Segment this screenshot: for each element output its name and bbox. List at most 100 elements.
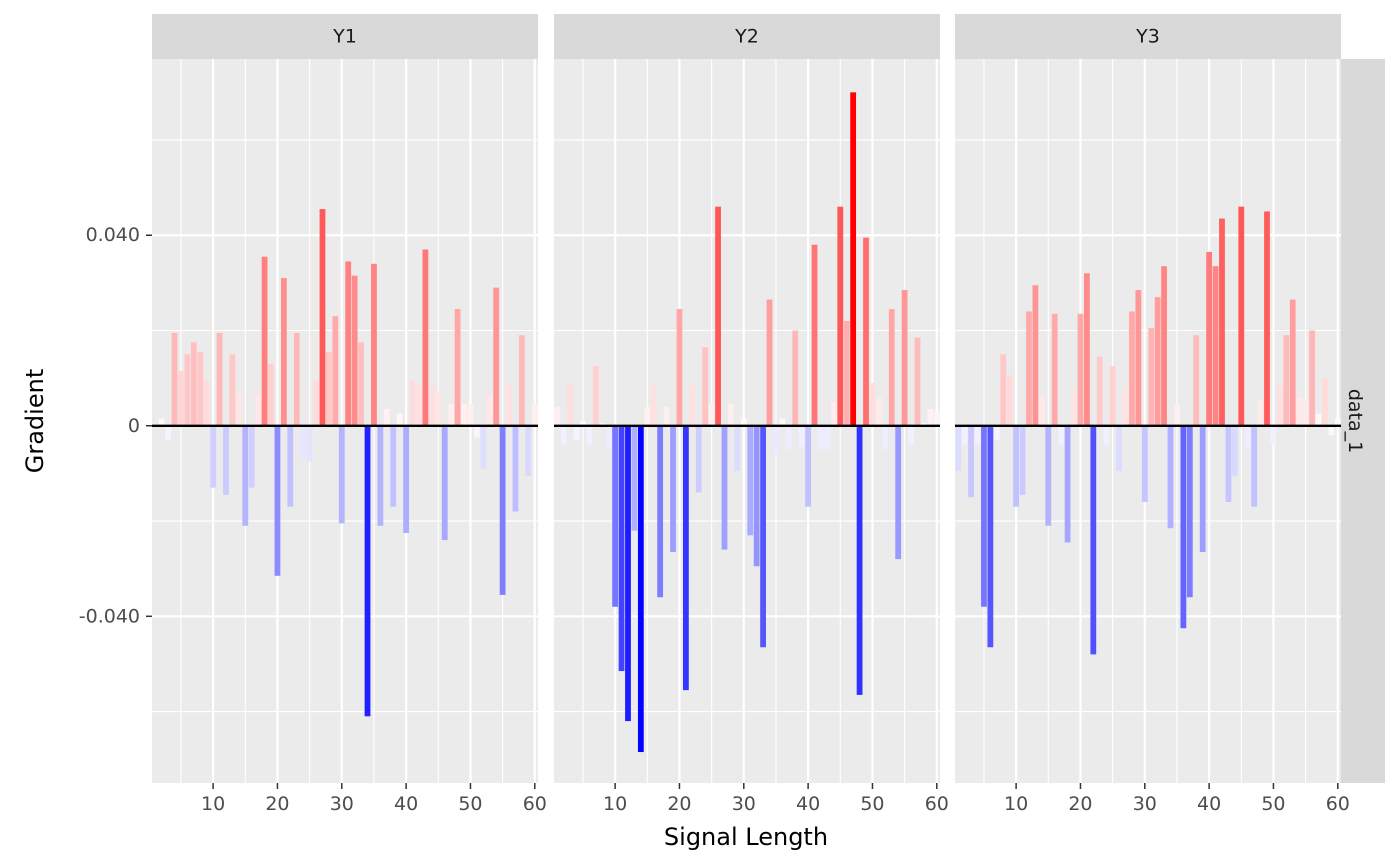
bar <box>1334 418 1341 426</box>
bar <box>1302 399 1309 426</box>
bar <box>1129 311 1135 426</box>
x-tick-label: 30 <box>330 793 354 815</box>
bar <box>1322 378 1328 426</box>
strip-label: Y2 <box>734 26 759 48</box>
bar <box>818 425 824 450</box>
y-axis-title: Gradient <box>21 369 49 473</box>
bar <box>1289 299 1296 426</box>
bar <box>422 249 429 426</box>
bar <box>747 425 754 536</box>
bar <box>1264 211 1270 426</box>
bar <box>657 425 664 598</box>
bar <box>663 406 670 426</box>
bar <box>248 425 255 488</box>
bar <box>1051 313 1058 426</box>
bar <box>448 404 455 426</box>
bar <box>644 406 651 426</box>
x-tick-label: 50 <box>458 793 482 815</box>
bar <box>933 411 940 426</box>
bar <box>416 385 422 426</box>
bar <box>955 425 962 472</box>
bar <box>961 425 968 445</box>
bar <box>605 425 612 450</box>
bar <box>676 309 683 426</box>
bar <box>1109 366 1116 426</box>
strip-label: Y3 <box>1135 26 1160 48</box>
bar <box>715 206 721 426</box>
bar <box>525 425 532 476</box>
bar <box>1154 297 1161 426</box>
bar <box>454 309 461 426</box>
bar <box>888 309 895 426</box>
bar <box>1013 425 1020 507</box>
y-tick-label: 0.040 <box>86 224 140 246</box>
bar <box>1103 425 1110 445</box>
x-tick-label: 40 <box>394 793 418 815</box>
bar <box>1186 425 1193 598</box>
bar <box>306 425 313 462</box>
bar <box>1276 385 1283 426</box>
bar <box>612 425 619 607</box>
bar <box>178 370 184 426</box>
bar <box>403 425 410 533</box>
bar <box>1219 218 1225 426</box>
bar <box>981 425 987 607</box>
y-tick-label: -0.040 <box>79 605 140 627</box>
x-tick-label: 10 <box>603 793 627 815</box>
x-tick-label: 30 <box>1133 793 1157 815</box>
bar <box>480 425 487 469</box>
bar <box>1199 425 1206 552</box>
bar <box>702 347 709 426</box>
x-tick-label: 20 <box>265 793 289 815</box>
bar <box>428 385 435 426</box>
bar <box>586 425 593 445</box>
bar <box>689 385 696 426</box>
bar <box>255 394 262 426</box>
bar <box>1167 425 1174 529</box>
bar <box>875 397 882 426</box>
bar <box>1212 266 1219 426</box>
bar <box>313 380 319 426</box>
bar <box>165 425 171 441</box>
bar <box>531 404 538 426</box>
bar <box>300 425 307 460</box>
bar <box>473 425 480 438</box>
bar <box>461 404 467 426</box>
bar <box>773 425 779 455</box>
bar <box>1058 425 1065 445</box>
bar <box>968 425 974 498</box>
bar <box>1225 425 1232 502</box>
panels-layer: Y1 10 20 30 40 50 60 Y2 10 20 30 40 50 60 Y3 10 20 30 40 50… <box>152 14 1350 815</box>
bar <box>326 351 332 426</box>
bar <box>1071 390 1077 426</box>
strip-background <box>152 14 538 59</box>
bar <box>1026 311 1032 426</box>
bar <box>798 425 805 448</box>
bar <box>364 425 371 717</box>
bar <box>805 425 812 507</box>
bar <box>486 394 493 426</box>
bar <box>371 263 377 426</box>
bar <box>1116 425 1122 472</box>
bar <box>197 351 204 426</box>
bar <box>1122 390 1129 426</box>
bar <box>1090 425 1097 655</box>
bar <box>625 425 631 722</box>
bar <box>766 299 773 426</box>
bar <box>261 256 268 426</box>
bar <box>441 425 448 541</box>
bar <box>843 320 850 426</box>
bar <box>1309 330 1315 426</box>
panel-y2: Y2 10 20 30 40 50 60 <box>554 14 949 815</box>
bar <box>1296 397 1303 426</box>
bar <box>223 425 229 495</box>
panel-y3: Y3 10 20 30 40 50 60 <box>955 14 1350 815</box>
bar <box>830 401 837 426</box>
strip-background <box>554 14 940 59</box>
bar <box>512 425 519 512</box>
bar <box>1045 425 1052 526</box>
x-tick-label: 20 <box>667 793 691 815</box>
bar <box>728 404 734 426</box>
bar <box>345 261 352 426</box>
